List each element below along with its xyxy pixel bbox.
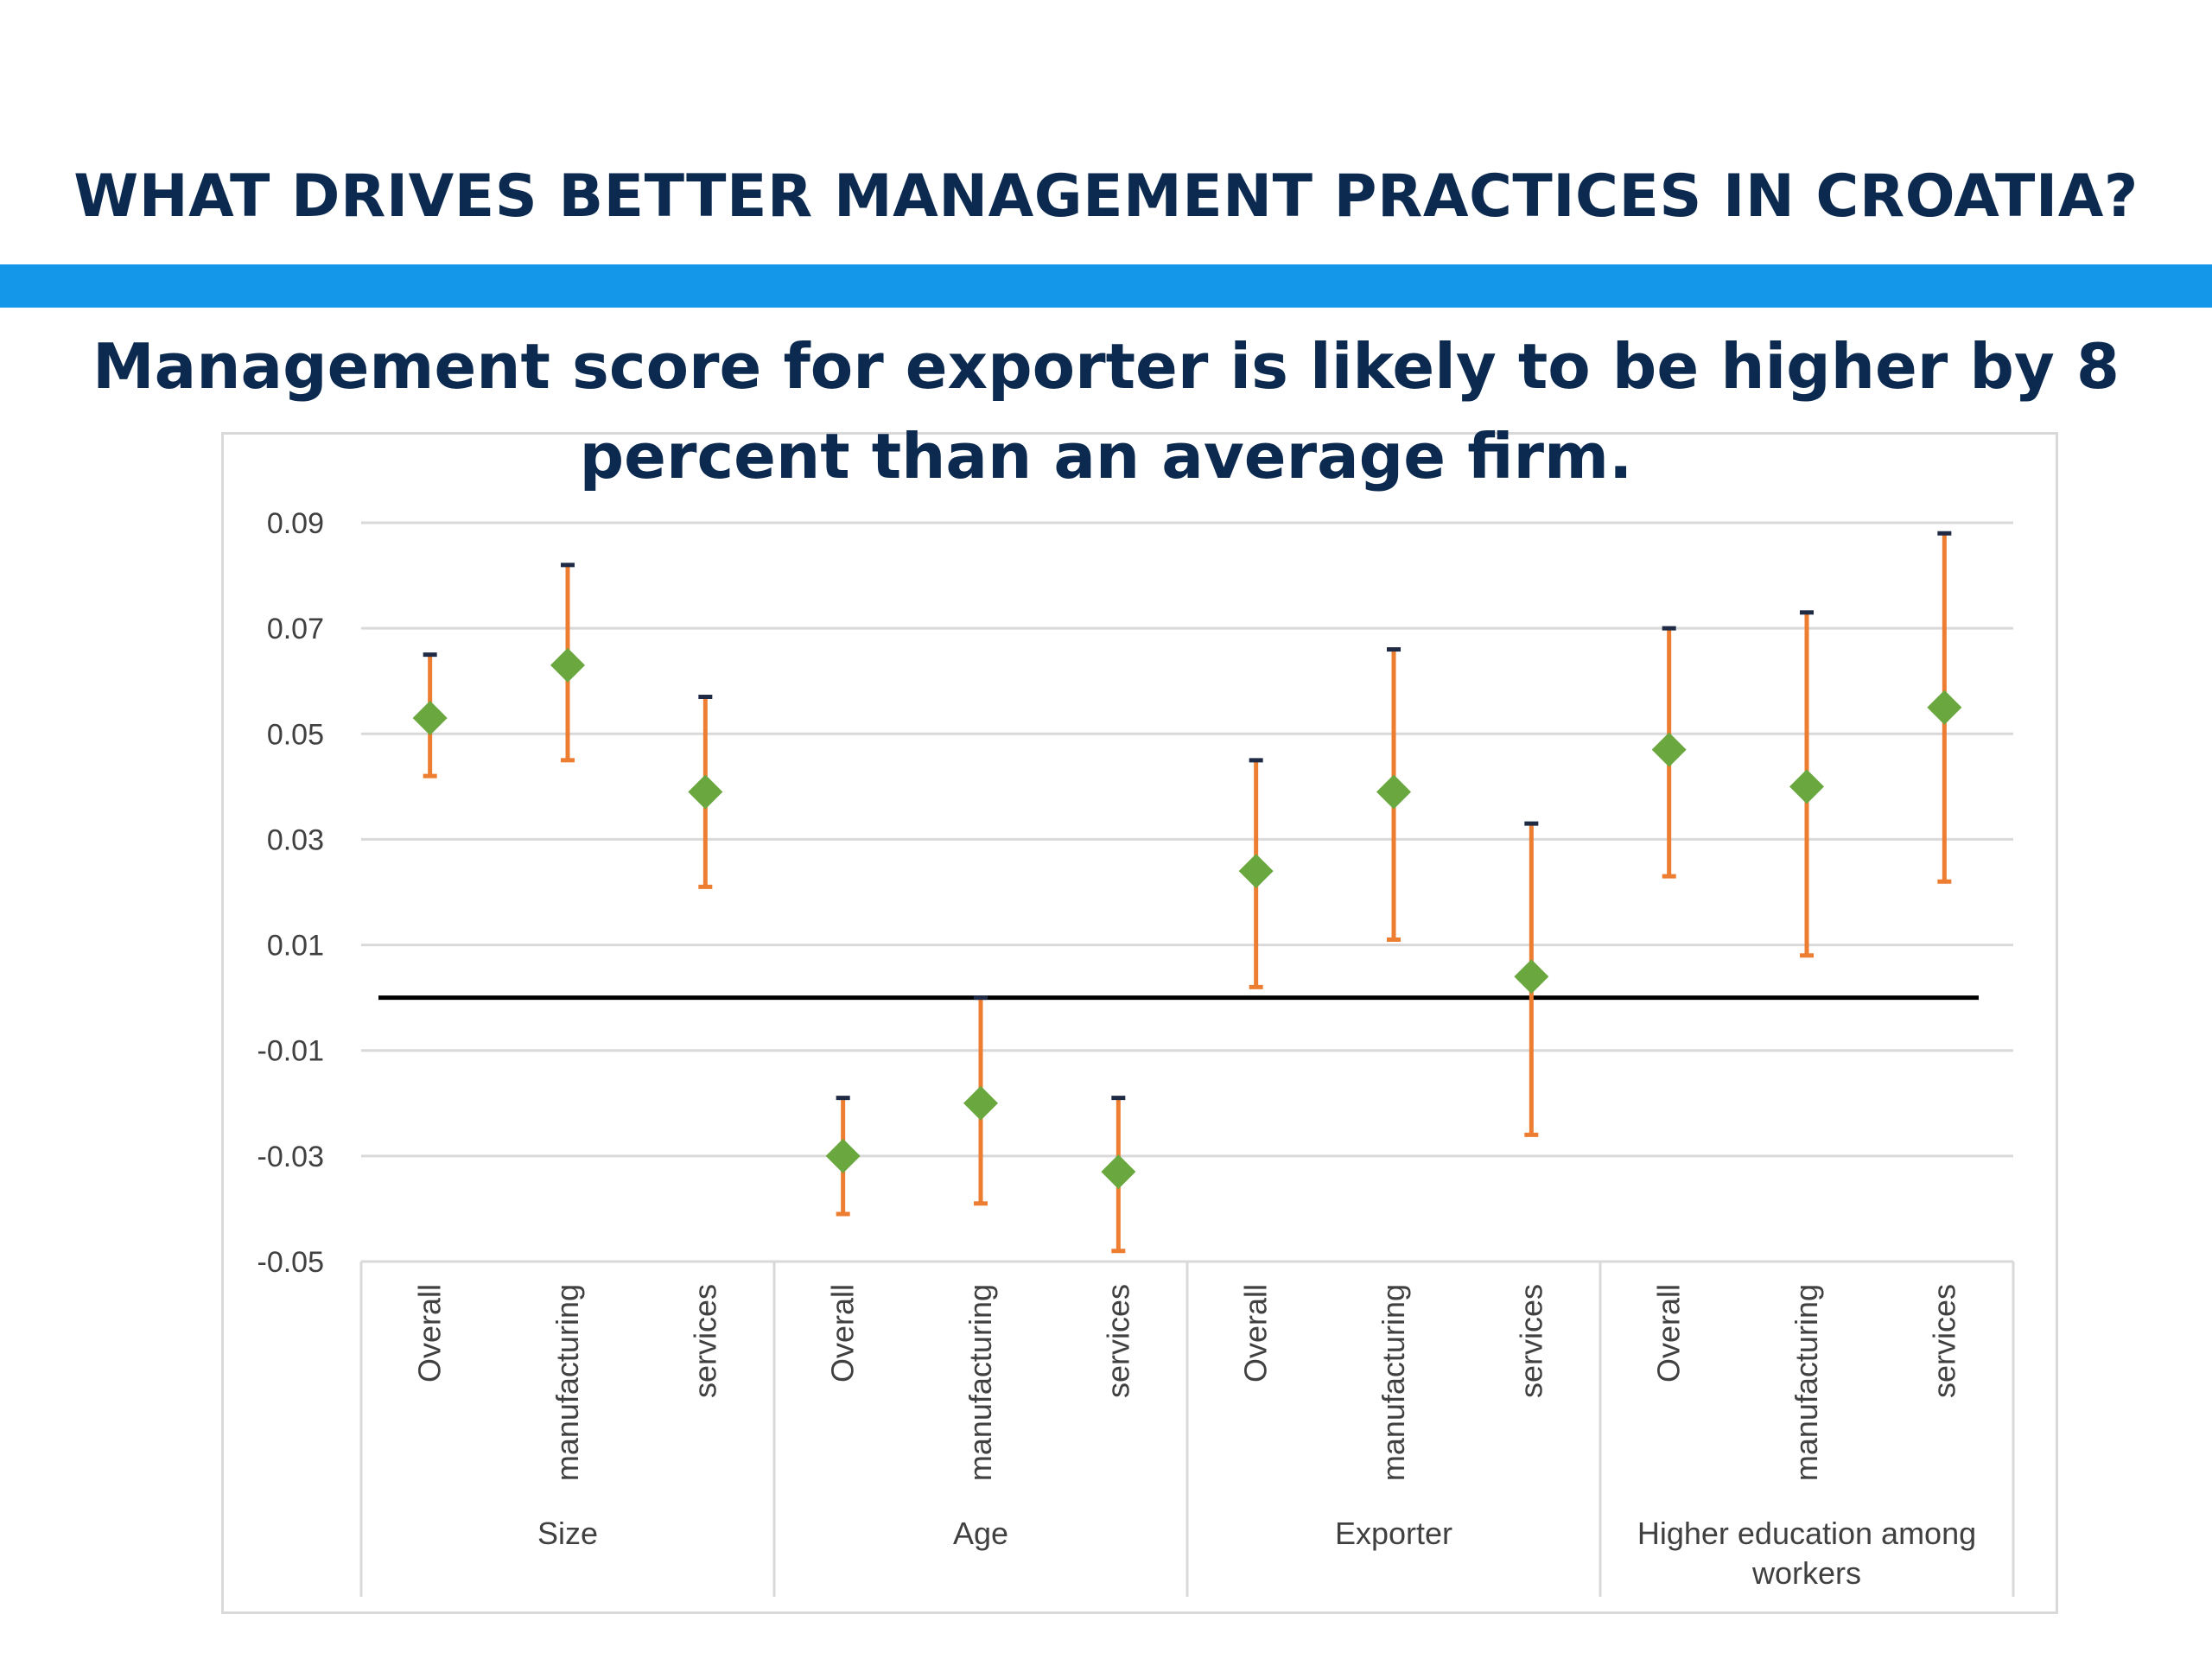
title-accent-bar — [0, 264, 2212, 308]
y-tick-label: 0.05 — [267, 718, 324, 751]
x-category-label: manufacturing — [1376, 1284, 1411, 1481]
x-category-label: Overall — [412, 1284, 448, 1382]
y-tick-label: 0.07 — [267, 613, 324, 645]
x-group-label: Size — [537, 1516, 598, 1551]
y-tick-label: -0.03 — [257, 1141, 325, 1173]
point-marker — [1514, 959, 1549, 995]
point-marker — [1238, 854, 1274, 889]
x-group-label: Age — [953, 1516, 1008, 1551]
x-group-label: Exporter — [1335, 1516, 1452, 1551]
point-marker — [412, 700, 448, 735]
point-marker — [1376, 774, 1411, 810]
x-category-label: services — [1513, 1284, 1548, 1398]
y-tick-label: 0.09 — [267, 507, 324, 540]
point-marker — [1101, 1154, 1136, 1190]
x-category-label: manufacturing — [963, 1284, 998, 1481]
point-marker — [1789, 769, 1824, 804]
y-axis: 0.09 0.07 0.05 0.03 0.01 -0.01 -0.03 -0.05 — [257, 507, 325, 1279]
x-category-label: Overall — [1238, 1284, 1274, 1382]
x-category-label: Overall — [1651, 1284, 1687, 1382]
error-bars — [423, 531, 1952, 1254]
y-tick-label: -0.01 — [257, 1035, 325, 1068]
point-marker — [1927, 690, 1962, 725]
point-marker — [963, 1085, 998, 1121]
x-category-label: manufacturing — [1789, 1284, 1824, 1481]
point-estimates — [412, 647, 1962, 1190]
y-tick-label: 0.03 — [267, 823, 324, 856]
x-category-label: manufacturing — [550, 1284, 585, 1481]
chart-frame — [221, 432, 2058, 1614]
x-category-label: services — [1926, 1284, 1961, 1398]
x-category-label: services — [687, 1284, 722, 1398]
point-marker — [550, 647, 585, 683]
slide-subtitle: Management score for exporter is likely … — [92, 330, 2120, 493]
y-tick-label: 0.01 — [267, 930, 324, 963]
x-category-label: services — [1100, 1284, 1135, 1398]
y-tick-label: -0.05 — [257, 1246, 325, 1279]
x-group-label: Higher education among workers — [1637, 1516, 1976, 1591]
gridlines — [361, 521, 2013, 1263]
point-marker — [825, 1138, 861, 1173]
point-marker — [1651, 732, 1687, 767]
x-axis: Overall manufacturing services Size Overall m… — [359, 1262, 2015, 1597]
point-marker — [688, 774, 723, 810]
slide-title: WHAT DRIVES BETTER MANAGEMENT PRACTICES … — [73, 162, 2139, 231]
x-category-label: Overall — [825, 1284, 861, 1382]
